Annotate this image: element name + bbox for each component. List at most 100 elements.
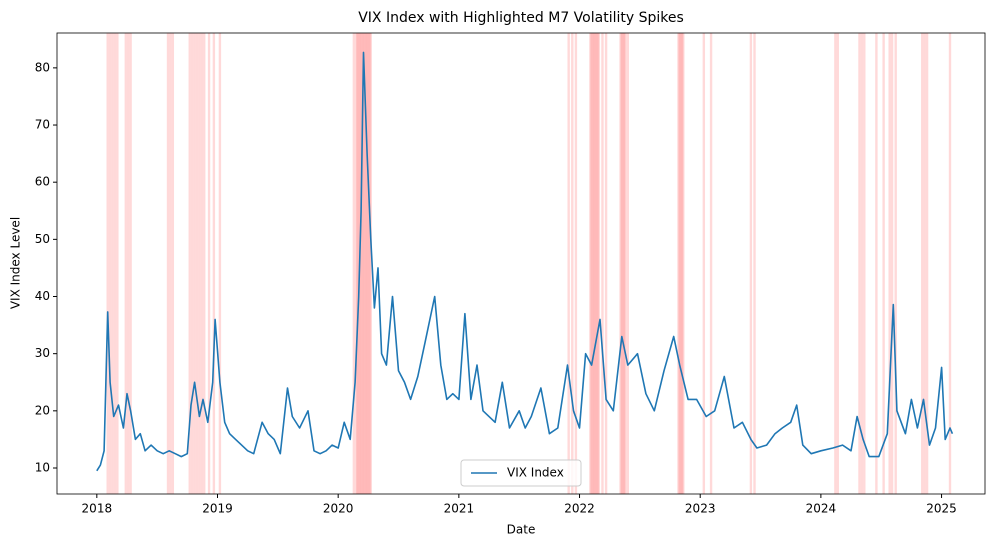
- highlight-span: [116, 33, 119, 494]
- legend-box: [460, 459, 582, 487]
- highlight-span: [753, 33, 756, 494]
- y-tick-label: 70: [35, 118, 50, 132]
- highlight-span: [190, 33, 194, 494]
- highlight-span: [875, 33, 878, 494]
- x-tick-label: 2024: [806, 502, 837, 516]
- highlight-span: [921, 33, 924, 494]
- highlight-span: [836, 33, 839, 494]
- line: [96, 51, 954, 472]
- highlight-span: [858, 33, 861, 494]
- highlight-span: [624, 33, 627, 494]
- highlight-span: [622, 33, 626, 494]
- highlight-span: [567, 33, 570, 494]
- legend-label: VIX Index: [507, 466, 564, 480]
- highlight-span: [890, 33, 894, 494]
- highlight-span: [356, 33, 359, 494]
- highlight-span: [592, 33, 596, 494]
- highlight-span: [882, 33, 885, 494]
- highlight-span: [207, 33, 211, 494]
- x-tick-label: 2022: [564, 502, 595, 516]
- highlight-span: [367, 33, 370, 494]
- highlight-span: [679, 33, 683, 494]
- highlight-span: [596, 33, 599, 494]
- y-tick-label: 20: [35, 403, 50, 417]
- highlight-span: [362, 33, 365, 494]
- highlight-span: [709, 33, 713, 494]
- x-tick-label: 2025: [926, 502, 957, 516]
- highlight-span: [364, 33, 368, 494]
- highlight-span: [124, 33, 127, 494]
- highlight-span: [863, 33, 866, 494]
- chart-title: VIX Index with Highlighted M7 Volatility…: [358, 10, 684, 26]
- highlight-span: [619, 33, 622, 494]
- highlight-span: [574, 33, 578, 494]
- x-axis-label: Date: [507, 523, 536, 537]
- highlight-span: [604, 33, 608, 494]
- y-tick-label: 40: [35, 289, 50, 303]
- highlight-span: [357, 33, 360, 494]
- y-axis-label: VIX Index Level: [9, 217, 23, 309]
- highlight-span: [595, 33, 598, 494]
- y-tick-label: 50: [35, 232, 50, 246]
- highlight-span: [355, 33, 358, 494]
- highlight-span: [678, 33, 681, 494]
- highlight-span: [894, 33, 897, 494]
- highlight-span: [601, 33, 604, 494]
- highlight-span: [195, 33, 199, 494]
- highlight-span: [106, 33, 109, 494]
- highlight-span: [680, 33, 684, 494]
- highlight-span: [621, 33, 625, 494]
- x-tick-label: 2023: [685, 502, 716, 516]
- x-tick-label: 2021: [444, 502, 475, 516]
- highlight-span: [594, 33, 597, 494]
- highlight-span: [166, 33, 170, 494]
- highlight-span: [200, 33, 204, 494]
- highlight-span: [218, 33, 222, 494]
- highlight-span: [591, 33, 595, 494]
- highlight-span: [193, 33, 196, 494]
- highlight-span: [597, 33, 601, 494]
- highlight-span: [111, 33, 114, 494]
- highlight-span: [626, 33, 629, 494]
- highlight-span: [126, 33, 130, 494]
- highlight-span: [363, 33, 366, 494]
- plot-frame: [56, 32, 986, 495]
- highlight-span: [888, 33, 891, 494]
- highlight-span: [677, 33, 680, 494]
- highlight-span: [369, 33, 372, 494]
- y-tick-label: 80: [35, 60, 50, 74]
- highlight-span: [129, 33, 132, 494]
- highlight-span: [365, 33, 369, 494]
- highlight-span: [198, 33, 201, 494]
- legend: VIX Index: [460, 459, 582, 487]
- highlight-span: [571, 33, 574, 494]
- highlight-span: [860, 33, 864, 494]
- highlight-span: [620, 33, 623, 494]
- highlight-span: [590, 33, 593, 494]
- highlight-span: [171, 33, 175, 494]
- y-tick-label: 60: [35, 175, 50, 189]
- highlight-span: [589, 33, 592, 494]
- highlight-span: [368, 33, 371, 494]
- highlight-span: [923, 33, 926, 494]
- x-tick-label: 2019: [202, 502, 233, 516]
- highlight-span: [352, 33, 356, 494]
- y-tick-label: 10: [35, 460, 50, 474]
- highlight-span: [834, 33, 837, 494]
- highlight-span: [361, 33, 364, 494]
- highlight-span: [169, 33, 172, 494]
- highlight-span: [749, 33, 753, 494]
- y-tick-label: 30: [35, 346, 50, 360]
- highlight-span: [682, 33, 685, 494]
- x-tick-label: 2018: [82, 502, 113, 516]
- highlight-span: [925, 33, 929, 494]
- highlight-span: [212, 33, 216, 494]
- highlight-span: [948, 33, 952, 494]
- x-tick-label: 2020: [323, 502, 354, 516]
- highlight-span: [188, 33, 191, 494]
- highlight-span: [108, 33, 112, 494]
- highlight-span: [702, 33, 706, 494]
- highlight-span: [359, 33, 363, 494]
- highlight-span: [203, 33, 206, 494]
